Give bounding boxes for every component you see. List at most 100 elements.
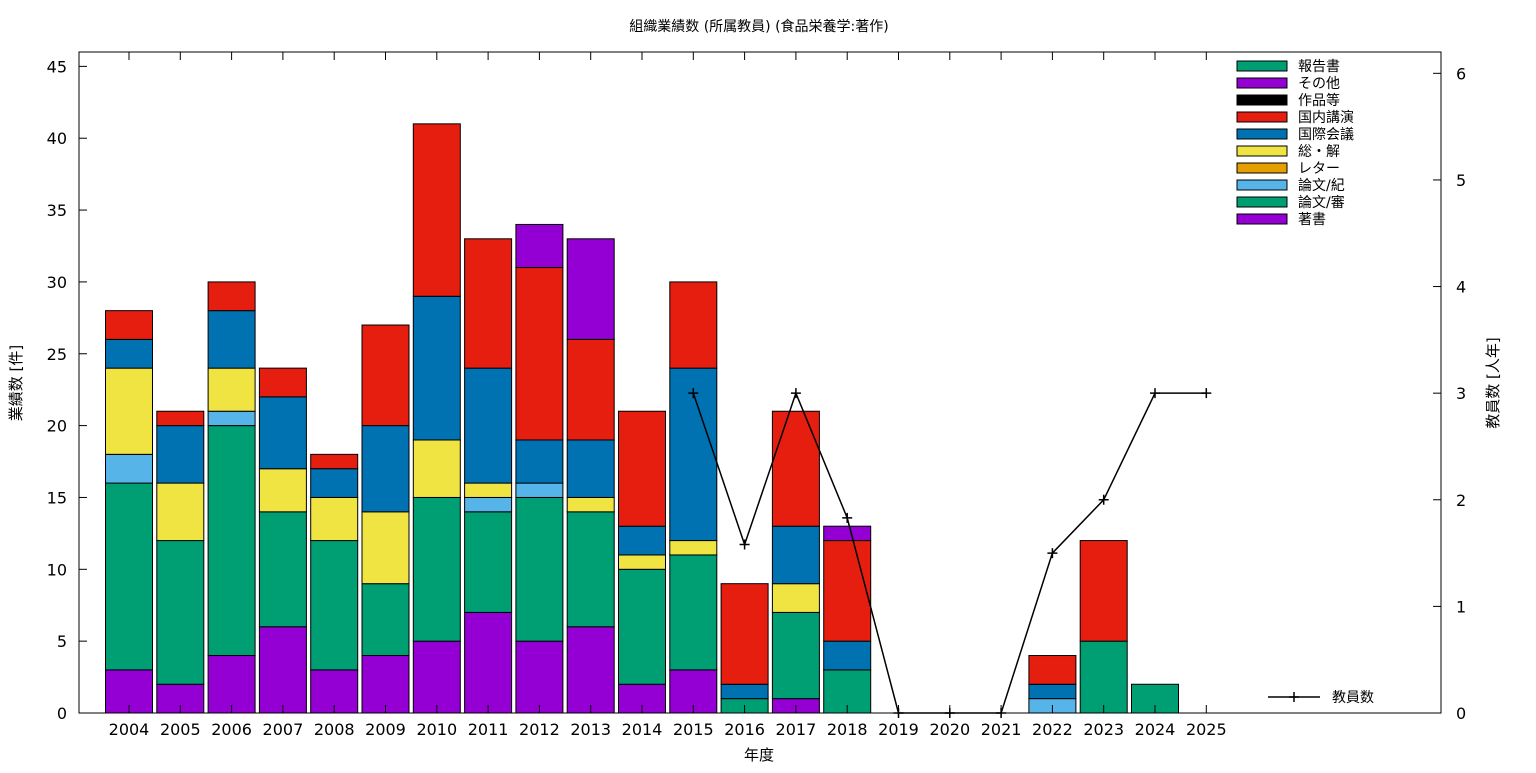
x-tick-label: 2025 — [1186, 720, 1227, 739]
bar-segment — [105, 338, 153, 369]
x-tick-label: 2012 — [519, 720, 560, 739]
legend-label: 総・解 — [1298, 144, 1340, 160]
bar-segment — [412, 123, 461, 297]
x-tick-label: 2023 — [1083, 720, 1124, 739]
x-tick-label: 2019 — [878, 720, 919, 739]
teacher-count-line — [692, 391, 1207, 714]
x-axis-title: 年度 — [744, 746, 774, 764]
y2-tick-label: 0 — [1456, 704, 1466, 723]
x-tick-label: 2022 — [1032, 720, 1073, 739]
bar-segment — [771, 583, 820, 613]
bar-segment — [618, 525, 666, 556]
x-tick-label: 2020 — [929, 720, 970, 739]
y2-tick-label: 3 — [1456, 384, 1466, 403]
bar-segment — [412, 295, 461, 441]
bar-segment — [669, 554, 718, 671]
y2-axis-title: 教員数 [人年] — [1484, 337, 1502, 428]
x-tick-label: 2013 — [570, 720, 611, 739]
bar-segment — [258, 367, 307, 398]
bar-segment — [310, 453, 359, 470]
bar-segment — [258, 396, 307, 470]
legend-label: レター — [1298, 161, 1340, 177]
line-point-marker — [790, 388, 801, 399]
bar-segment — [156, 425, 205, 484]
x-tick-label: 2009 — [365, 720, 406, 739]
bar-segment — [823, 640, 872, 671]
y-tick-label: 40 — [47, 129, 67, 148]
bar-segment — [361, 511, 410, 585]
bar-segment — [156, 410, 205, 427]
legend-swatch — [1236, 179, 1288, 191]
bar-segment — [515, 267, 564, 441]
bar-segment — [515, 640, 564, 714]
bar-segment — [464, 611, 513, 714]
y2-tick-label: 4 — [1456, 278, 1466, 297]
bar-segment — [566, 626, 615, 714]
bar-segment — [412, 496, 461, 642]
bar-segment — [464, 496, 513, 513]
legend-swatch — [1236, 196, 1288, 208]
bar-segment — [515, 223, 564, 269]
legend-swatch — [1236, 60, 1288, 72]
legend-label: 論文/審 — [1298, 195, 1345, 211]
x-tick-label: 2015 — [673, 720, 714, 739]
x-tick-label: 2016 — [724, 720, 765, 739]
y-tick-label: 15 — [47, 488, 67, 507]
legend-label: 作品等 — [1298, 92, 1340, 109]
bar-segment — [310, 468, 359, 498]
x-tick-label: 2021 — [981, 720, 1022, 739]
x-tick-label: 2017 — [776, 720, 817, 739]
line-point-marker — [1098, 494, 1109, 505]
bar-segment — [361, 324, 410, 427]
x-tick-label: 2018 — [827, 720, 868, 739]
line-point-marker — [739, 539, 750, 550]
bar-segment — [105, 453, 153, 484]
y-tick-label: 45 — [47, 57, 67, 76]
bar-segment — [669, 281, 718, 369]
bar-segment — [1079, 640, 1128, 714]
y-tick-label: 0 — [57, 704, 67, 723]
bar-segment — [566, 496, 615, 513]
bar-segment — [823, 525, 872, 542]
bar-segment — [105, 482, 153, 671]
bar-segment — [515, 439, 564, 484]
y2-tick-label: 5 — [1456, 171, 1466, 190]
x-tick-label: 2007 — [263, 720, 304, 739]
line-point-marker — [842, 512, 853, 523]
legend-swatch — [1236, 94, 1288, 106]
y-tick-label: 20 — [47, 417, 67, 436]
bar-segment — [464, 482, 513, 498]
bar-segment — [464, 511, 513, 613]
x-tick-label: 2004 — [109, 720, 150, 739]
x-tick-label: 2006 — [211, 720, 252, 739]
legend-label: 教員数 — [1332, 690, 1374, 706]
bar-segment — [515, 496, 564, 642]
bar-segment — [720, 583, 769, 685]
bar-segment — [566, 338, 615, 441]
legend-swatch — [1236, 128, 1288, 140]
bar-segment — [618, 410, 666, 527]
y2-tick-label: 2 — [1456, 491, 1466, 510]
y-tick-label: 5 — [57, 632, 67, 651]
chart-title: 組織業績数 (所属教員) (食品栄養学:著作) — [629, 18, 888, 35]
bar-segment — [361, 425, 410, 513]
legend-line-marker — [1289, 692, 1299, 702]
bar-segment — [207, 310, 256, 369]
y-tick-label: 35 — [47, 201, 67, 220]
legend-swatch — [1236, 111, 1288, 123]
legend-swatch — [1236, 162, 1288, 174]
bar-segment — [310, 540, 359, 671]
bar-segment — [464, 367, 513, 484]
legend-label: 論文/紀 — [1298, 178, 1345, 194]
bar-segment — [207, 367, 256, 412]
bar-segment — [771, 410, 820, 527]
bar-segment — [412, 640, 461, 714]
bar-segment — [515, 482, 564, 498]
bar-segment — [258, 511, 307, 628]
bar-segment — [105, 367, 153, 455]
bar-segment — [771, 611, 820, 700]
legend-swatch — [1236, 77, 1288, 89]
